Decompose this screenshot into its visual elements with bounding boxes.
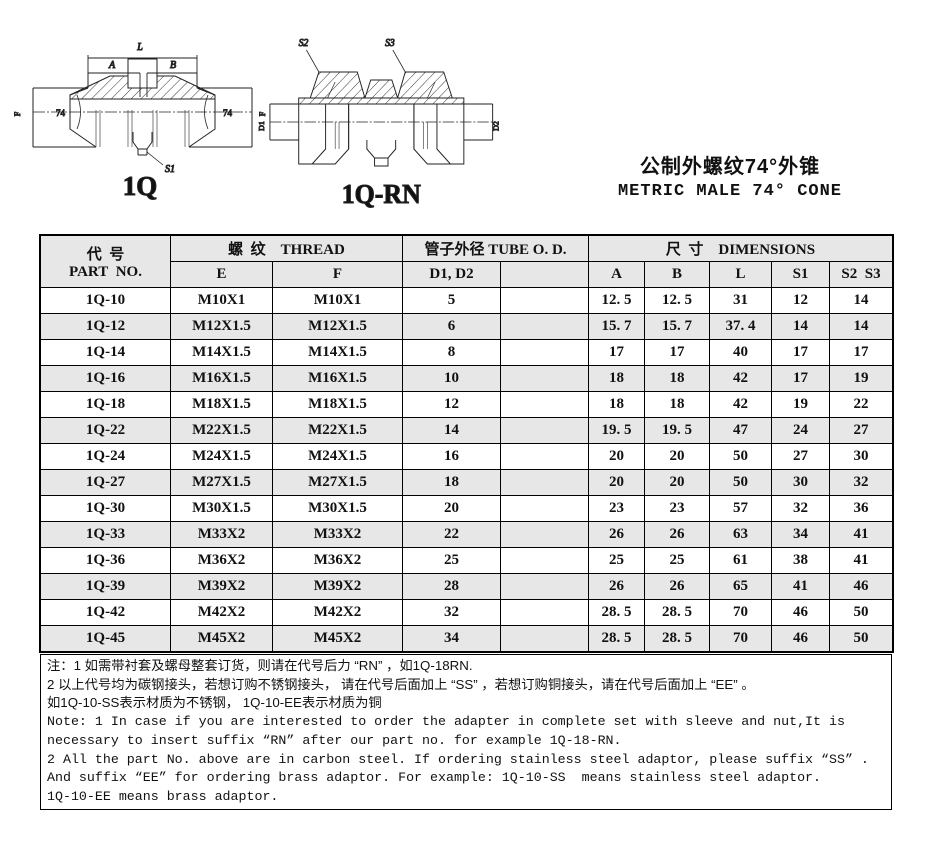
svg-text:S3: S3: [385, 38, 395, 49]
svg-text:74: 74: [56, 108, 66, 118]
svg-text:D2: D2: [492, 121, 501, 131]
svg-text:1Q-RN: 1Q-RN: [342, 179, 421, 210]
svg-text:S2: S2: [299, 38, 309, 49]
svg-text:F: F: [258, 111, 267, 116]
svg-text:A: A: [108, 60, 116, 71]
svg-text:F: F: [13, 111, 22, 116]
svg-text:B: B: [170, 60, 176, 71]
svg-text:1Q: 1Q: [123, 171, 158, 201]
svg-text:D1: D1: [257, 121, 266, 131]
svg-text:S1: S1: [165, 164, 175, 175]
svg-text:L: L: [136, 42, 143, 53]
svg-text:74: 74: [223, 108, 233, 118]
